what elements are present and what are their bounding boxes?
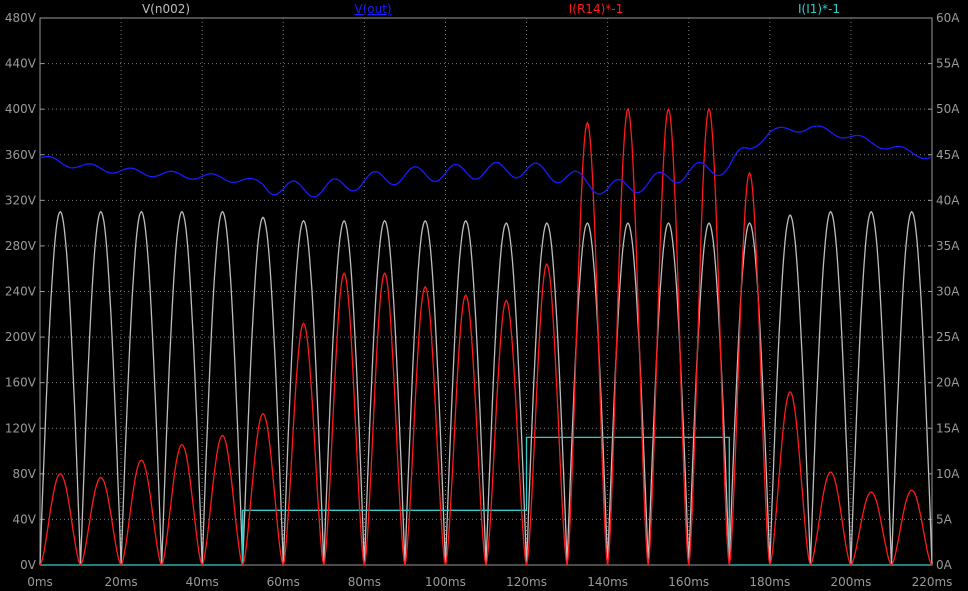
y-left-tick-label: 240V bbox=[5, 285, 37, 299]
y-right-tick-label: 45A bbox=[936, 148, 960, 162]
y-left-tick-label: 40V bbox=[13, 512, 37, 526]
y-left-tick-label: 80V bbox=[13, 467, 37, 481]
y-left-tick-label: 440V bbox=[5, 57, 37, 71]
y-right-tick-label: 30A bbox=[936, 285, 960, 299]
x-tick-label: 220ms bbox=[912, 575, 953, 589]
trace-v-out-[interactable] bbox=[39, 125, 933, 198]
y-left-tick-label: 160V bbox=[5, 376, 37, 390]
y-left-tick-label: 360V bbox=[5, 148, 37, 162]
y-right-tick-label: 0A bbox=[936, 558, 953, 572]
x-axis-ticks: 0ms 20ms 40ms 60ms 80ms 100ms 120ms 140ms 160ms 1… bbox=[27, 561, 952, 589]
y-left-tick-label: 0V bbox=[20, 558, 37, 572]
legend-label[interactable]: I(I1)*-1 bbox=[798, 2, 840, 16]
y-right-tick-label: 15A bbox=[936, 421, 960, 435]
y-right-tick-label: 35A bbox=[936, 239, 960, 253]
y-left-tick-label: 480V bbox=[5, 11, 37, 25]
y-left-tick-label: 200V bbox=[5, 330, 37, 344]
x-tick-label: 200ms bbox=[830, 575, 871, 589]
trace-v-n002-[interactable] bbox=[39, 210, 933, 566]
legend: V(n002) V(out) I(R14)*-1 I(I1)*-1 bbox=[142, 2, 840, 16]
right-axis-ticks: 0A 5A 10A 15A 20A 25A 30A 35A 40A 45A 50A 55A 60A bbox=[928, 11, 960, 572]
y-left-tick-label: 320V bbox=[5, 193, 37, 207]
trace-i-r14-1[interactable] bbox=[39, 107, 933, 568]
y-right-tick-label: 60A bbox=[936, 11, 960, 25]
x-tick-label: 140ms bbox=[587, 575, 628, 589]
x-tick-label: 180ms bbox=[749, 575, 790, 589]
left-axis-ticks: 0V 40V 80V 120V 160V 200V 240V 280V 320V 360V 400V… bbox=[5, 11, 44, 572]
x-tick-label: 80ms bbox=[348, 575, 381, 589]
legend-label[interactable]: V(n002) bbox=[142, 2, 190, 16]
traces bbox=[39, 107, 933, 568]
legend-label[interactable]: V(out) bbox=[354, 2, 391, 16]
y-left-tick-label: 400V bbox=[5, 102, 37, 116]
x-tick-label: 120ms bbox=[506, 575, 547, 589]
x-tick-label: 40ms bbox=[186, 575, 219, 589]
y-left-tick-label: 120V bbox=[5, 421, 37, 435]
x-tick-label: 160ms bbox=[668, 575, 709, 589]
legend-label[interactable]: I(R14)*-1 bbox=[569, 2, 623, 16]
y-right-tick-label: 5A bbox=[936, 512, 953, 526]
x-tick-label: 0ms bbox=[27, 575, 53, 589]
y-right-tick-label: 55A bbox=[936, 57, 960, 71]
y-right-tick-label: 40A bbox=[936, 193, 960, 207]
y-right-tick-label: 20A bbox=[936, 376, 960, 390]
x-tick-label: 60ms bbox=[267, 575, 300, 589]
x-tick-label: 20ms bbox=[104, 575, 137, 589]
y-right-tick-label: 50A bbox=[936, 102, 960, 116]
x-tick-label: 100ms bbox=[425, 575, 466, 589]
y-right-tick-label: 10A bbox=[936, 467, 960, 481]
y-left-tick-label: 280V bbox=[5, 239, 37, 253]
y-right-tick-label: 25A bbox=[936, 330, 960, 344]
trace-i-i1-1[interactable] bbox=[40, 436, 932, 566]
